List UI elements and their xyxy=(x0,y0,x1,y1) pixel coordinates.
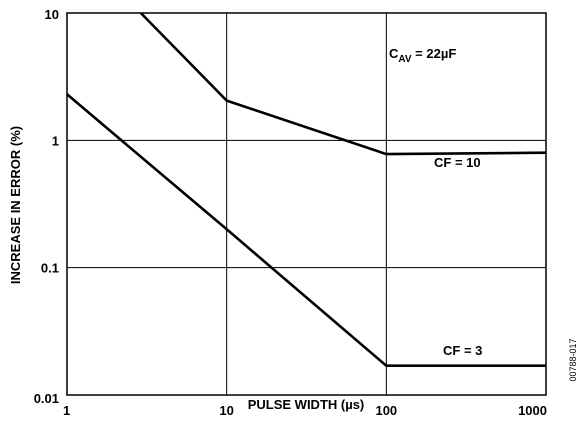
annotation-cav-main: C xyxy=(389,46,399,61)
grid-lines xyxy=(67,13,546,395)
series-line-cf3 xyxy=(66,93,546,368)
y-tick-label: 0.1 xyxy=(41,261,59,276)
y-axis-label: INCREASE IN ERROR (%) xyxy=(8,126,23,284)
series-line-cf10 xyxy=(139,12,547,156)
x-axis-label: PULSE WIDTH (µs) xyxy=(248,397,365,412)
y-tick-label: 10 xyxy=(45,7,59,22)
y-tick-label: 1 xyxy=(52,133,59,148)
annotation-cf10: CF = 10 xyxy=(434,155,481,170)
y-tick-label: 0.01 xyxy=(34,391,59,406)
annotation-cav-rest: = 22µF xyxy=(412,46,457,61)
tick-labels: 1 10 100 1000 0.01 0.1 1 10 xyxy=(34,7,547,418)
x-tick-label: 100 xyxy=(375,403,397,418)
plot-frame xyxy=(66,12,547,396)
series-lines xyxy=(66,12,547,368)
annotation-cav: CAV = 22µF xyxy=(389,46,456,65)
annotation-cav-sub: AV xyxy=(398,54,411,65)
x-tick-label: 1 xyxy=(63,403,70,418)
annotation-cf3: CF = 3 xyxy=(443,343,482,358)
figure-id: 00788-017 xyxy=(568,338,578,381)
x-tick-label: 10 xyxy=(219,403,233,418)
x-tick-label: 1000 xyxy=(518,403,547,418)
